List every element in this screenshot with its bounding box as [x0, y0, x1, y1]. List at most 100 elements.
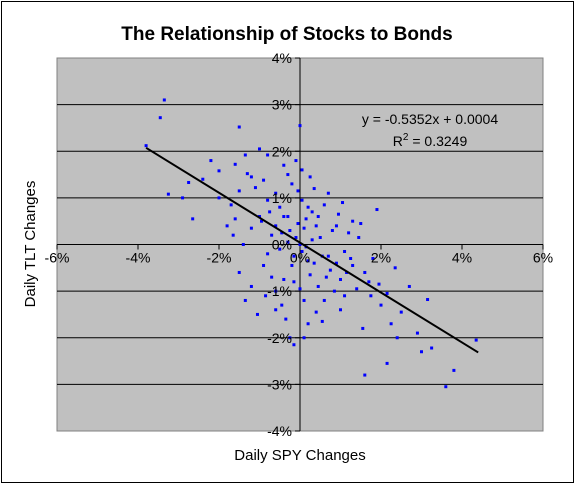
- data-point-104: [288, 229, 292, 233]
- data-point-58: [318, 236, 322, 240]
- data-point-17: [262, 178, 266, 182]
- data-point-110: [282, 277, 286, 281]
- data-point-27: [282, 163, 286, 167]
- data-point-95: [306, 322, 310, 326]
- data-point-26: [278, 205, 282, 209]
- data-point-139: [298, 287, 302, 291]
- x-tick-label-0: -6%: [45, 250, 70, 266]
- tick-labels: -6% -4% -2% 0% 2% 4% 6% -4% -3% -2% -1% 0% 1% 2% 3% 4%: [45, 50, 554, 439]
- data-point-52: [302, 226, 306, 230]
- data-point-34: [270, 233, 274, 237]
- data-point-98: [326, 254, 330, 258]
- data-point-72: [363, 270, 367, 274]
- data-point-20: [231, 233, 235, 237]
- data-point-105: [304, 217, 308, 221]
- data-point-41: [284, 317, 288, 321]
- y-tick-label-5: 1%: [272, 190, 292, 206]
- data-point-83: [420, 350, 423, 354]
- data-point-93: [322, 298, 326, 302]
- data-point-57: [314, 224, 318, 228]
- data-point-36: [266, 252, 270, 256]
- data-point-32: [282, 215, 286, 219]
- data-point-78: [389, 322, 393, 326]
- data-point-30: [294, 159, 298, 163]
- data-point-0: [162, 98, 166, 102]
- data-point-6: [209, 159, 213, 163]
- data-point-45: [243, 298, 247, 302]
- data-point-112: [341, 201, 345, 205]
- data-point-40: [280, 303, 284, 307]
- data-point-39: [274, 289, 278, 293]
- y-tick-label-7: 3%: [272, 97, 292, 113]
- x-axis-label: Daily SPY Changes: [234, 447, 365, 464]
- data-point-60: [322, 203, 326, 207]
- data-point-116: [217, 196, 221, 200]
- data-point-1: [158, 116, 162, 120]
- data-point-81: [407, 284, 411, 288]
- data-point-137: [339, 308, 342, 312]
- data-point-82: [415, 331, 419, 335]
- y-tick-label-8: 4%: [272, 50, 292, 66]
- data-point-99: [298, 243, 302, 246]
- data-point-125: [306, 205, 310, 209]
- y-tick-label-6: 2%: [272, 143, 292, 159]
- data-point-86: [444, 385, 448, 389]
- data-point-56: [310, 210, 314, 214]
- x-tick-label-4: 2%: [371, 250, 391, 266]
- data-point-38: [270, 275, 274, 279]
- data-point-33: [274, 224, 278, 228]
- data-point-76: [379, 303, 383, 307]
- data-point-133: [268, 210, 272, 214]
- data-point-132: [260, 219, 264, 223]
- data-point-63: [330, 229, 334, 233]
- data-point-66: [339, 277, 342, 281]
- data-point-84: [426, 298, 430, 302]
- y-tick-label-0: -4%: [267, 423, 292, 439]
- data-point-111: [332, 289, 336, 293]
- data-point-48: [286, 240, 290, 244]
- data-point-134: [351, 219, 355, 223]
- data-point-50: [296, 222, 300, 226]
- data-point-120: [274, 308, 278, 312]
- data-point-37: [262, 263, 266, 267]
- data-point-4: [187, 180, 191, 184]
- data-point-127: [324, 275, 328, 279]
- data-point-122: [334, 224, 338, 228]
- data-point-136: [395, 336, 399, 340]
- trendline: [145, 146, 479, 354]
- data-point-54: [306, 259, 310, 263]
- data-point-51: [300, 198, 304, 202]
- y-tick-label-1: -3%: [267, 376, 292, 392]
- data-point-5: [191, 217, 195, 221]
- data-point-126: [316, 215, 320, 219]
- data-point-91: [361, 326, 365, 330]
- data-point-117: [225, 224, 229, 228]
- data-point-21: [241, 243, 245, 246]
- data-point-138: [264, 294, 268, 298]
- data-point-64: [334, 261, 338, 265]
- data-point-42: [288, 336, 292, 340]
- y-tick-label-3: -1%: [267, 283, 292, 299]
- data-point-47: [255, 312, 259, 316]
- data-point-101: [300, 249, 304, 253]
- data-point-2: [144, 144, 148, 148]
- data-point-70: [355, 287, 359, 291]
- data-point-94: [314, 310, 318, 314]
- data-point-13: [229, 203, 233, 207]
- data-point-73: [367, 280, 371, 284]
- chart-title: The Relationship of Stocks to Bonds: [121, 24, 452, 45]
- data-point-115: [377, 282, 381, 286]
- data-point-3: [166, 192, 170, 196]
- data-point-49: [292, 254, 296, 258]
- data-point-24: [266, 198, 270, 202]
- data-point-16: [266, 153, 270, 157]
- data-point-135: [369, 294, 373, 298]
- y-tick-label-2: -2%: [267, 330, 292, 346]
- data-point-119: [181, 196, 185, 200]
- data-point-9: [243, 153, 247, 157]
- data-point-10: [245, 172, 249, 176]
- data-point-107: [308, 175, 312, 179]
- data-point-14: [249, 175, 253, 179]
- data-point-128: [292, 280, 296, 284]
